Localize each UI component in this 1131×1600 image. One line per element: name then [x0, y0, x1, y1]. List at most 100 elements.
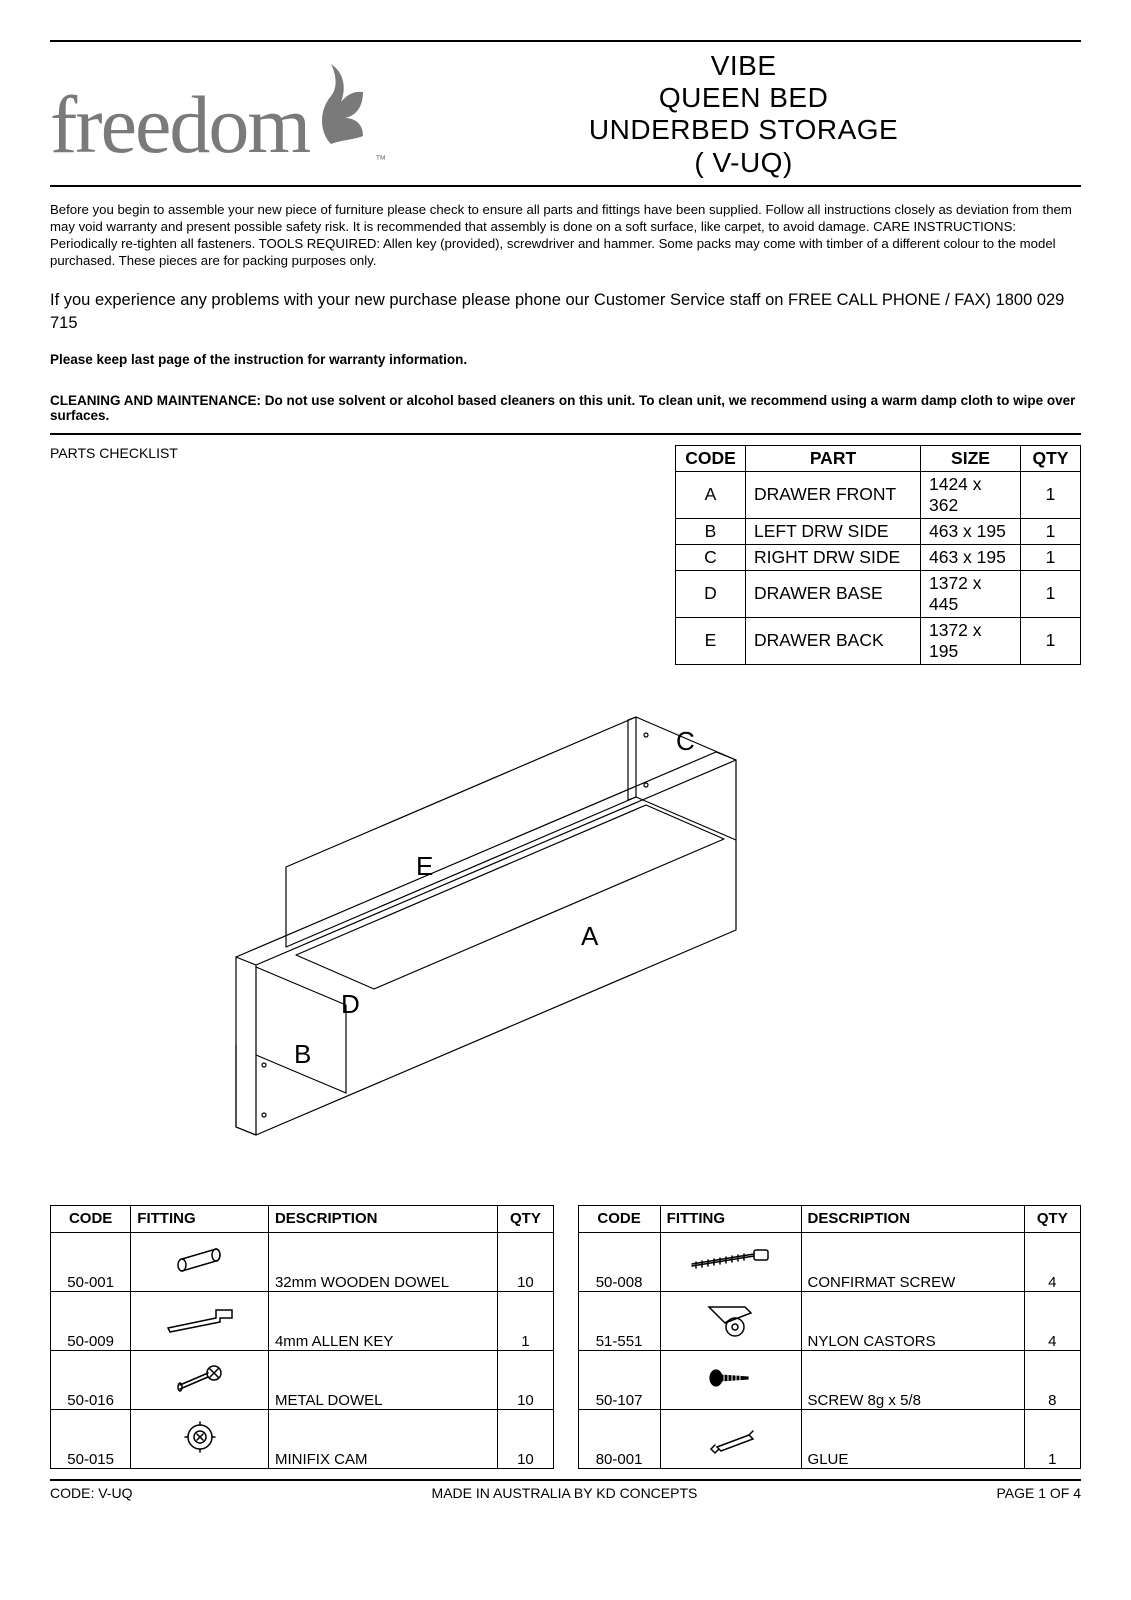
dowel-icon: [131, 1232, 269, 1291]
parts-size: 463 x 195: [920, 544, 1020, 570]
table-row: 50-009 4mm ALLEN KEY1: [51, 1291, 554, 1350]
fitting-desc: METAL DOWEL: [268, 1350, 497, 1409]
parts-code: B: [675, 518, 745, 544]
parts-part: LEFT DRW SIDE: [745, 518, 920, 544]
section-rule: [50, 433, 1081, 435]
header-rule: [50, 185, 1081, 187]
footer-page: PAGE 1 OF 4: [996, 1485, 1081, 1501]
customer-service-text: If you experience any problems with your…: [50, 289, 1081, 334]
fit-th-fitting: FITTING: [660, 1205, 801, 1232]
warranty-note: Please keep last page of the instruction…: [50, 352, 1081, 367]
fitting-desc: CONFIRMAT SCREW: [801, 1232, 1024, 1291]
cleaning-text: CLEANING AND MAINTENANCE: Do not use sol…: [50, 393, 1081, 423]
table-row: ADRAWER FRONT1424 x 3621: [675, 471, 1080, 518]
diagram-label-c: C: [676, 726, 695, 756]
parts-code: D: [675, 570, 745, 617]
fitting-code: 50-107: [578, 1350, 660, 1409]
fit-th-qty: QTY: [498, 1205, 553, 1232]
fitting-desc: 32mm WOODEN DOWEL: [268, 1232, 497, 1291]
fittings-table-right: CODE FITTING DESCRIPTION QTY 50-008 CONFI…: [578, 1205, 1082, 1469]
diagram-label-b: B: [294, 1039, 311, 1069]
fittings-header-row: CODE FITTING DESCRIPTION QTY: [51, 1205, 554, 1232]
parts-qty: 1: [1020, 544, 1080, 570]
parts-code: C: [675, 544, 745, 570]
footer: CODE: V-UQ MADE IN AUSTRALIA BY KD CONCE…: [50, 1485, 1081, 1501]
metaldowel-icon: [131, 1350, 269, 1409]
parts-size: 1424 x 362: [920, 471, 1020, 518]
footer-code: CODE: V-UQ: [50, 1485, 132, 1501]
logo-leaf-icon: [313, 62, 373, 152]
footer-made-in: MADE IN AUSTRALIA BY KD CONCEPTS: [432, 1485, 698, 1501]
parts-checklist-row: PARTS CHECKLIST CODE PART SIZE QTY ADRAW…: [50, 445, 1081, 665]
fittings-table-left: CODE FITTING DESCRIPTION QTY 50-001 32mm …: [50, 1205, 554, 1469]
table-row: 50-015MINIFIX CAM10: [51, 1409, 554, 1468]
intro-text: Before you begin to assemble your new pi…: [50, 201, 1081, 270]
fitting-code: 50-009: [51, 1291, 131, 1350]
drawer-diagram-svg: C E A D B: [176, 705, 956, 1155]
fitting-desc: MINIFIX CAM: [268, 1409, 497, 1468]
parts-table: CODE PART SIZE QTY ADRAWER FRONT1424 x 3…: [675, 445, 1081, 665]
fitting-code: 50-001: [51, 1232, 131, 1291]
exploded-diagram: C E A D B: [50, 705, 1081, 1155]
parts-th-qty: QTY: [1020, 445, 1080, 471]
fitting-code: 50-015: [51, 1409, 131, 1468]
fitting-desc: GLUE: [801, 1409, 1024, 1468]
parts-qty: 1: [1020, 518, 1080, 544]
confirmat-icon: [660, 1232, 801, 1291]
top-rule: [50, 40, 1081, 42]
table-row: DDRAWER BASE1372 x 4451: [675, 570, 1080, 617]
parts-checklist-label: PARTS CHECKLIST: [50, 445, 178, 461]
cam-icon: [131, 1409, 269, 1468]
fitting-desc: SCREW 8g x 5/8: [801, 1350, 1024, 1409]
logo-text: freedom: [50, 84, 309, 166]
title-line-2: QUEEN BED: [406, 82, 1081, 114]
fitting-qty: 8: [1024, 1350, 1080, 1409]
parts-code: E: [675, 617, 745, 664]
castor-icon: [660, 1291, 801, 1350]
fitting-qty: 4: [1024, 1232, 1080, 1291]
title-line-4: ( V-UQ): [406, 147, 1081, 179]
table-row: 51-551 NYLON CASTORS4: [578, 1291, 1081, 1350]
fit-th-desc: DESCRIPTION: [801, 1205, 1024, 1232]
fitting-code: 80-001: [578, 1409, 660, 1468]
parts-part: RIGHT DRW SIDE: [745, 544, 920, 570]
parts-part: DRAWER BACK: [745, 617, 920, 664]
fitting-code: 51-551: [578, 1291, 660, 1350]
trademark: ™: [375, 154, 386, 166]
fitting-desc: 4mm ALLEN KEY: [268, 1291, 497, 1350]
table-row: EDRAWER BACK1372 x 1951: [675, 617, 1080, 664]
header: freedom ™ VIBE QUEEN BED UNDERBED STORAG…: [50, 50, 1081, 179]
table-row: 50-008 CONFIRMAT SCREW4: [578, 1232, 1081, 1291]
title-line-1: VIBE: [406, 50, 1081, 82]
diagram-label-d: D: [341, 989, 360, 1019]
product-title: VIBE QUEEN BED UNDERBED STORAGE ( V-UQ): [406, 50, 1081, 179]
fit-th-code: CODE: [578, 1205, 660, 1232]
fit-th-fitting: FITTING: [131, 1205, 269, 1232]
fitting-code: 50-016: [51, 1350, 131, 1409]
fit-th-desc: DESCRIPTION: [268, 1205, 497, 1232]
parts-size: 1372 x 445: [920, 570, 1020, 617]
fitting-code: 50-008: [578, 1232, 660, 1291]
fit-th-qty: QTY: [1024, 1205, 1080, 1232]
fittings-tables: CODE FITTING DESCRIPTION QTY 50-001 32mm …: [50, 1205, 1081, 1469]
table-row: BLEFT DRW SIDE463 x 1951: [675, 518, 1080, 544]
table-row: 50-016 METAL DOWEL10: [51, 1350, 554, 1409]
parts-qty: 1: [1020, 617, 1080, 664]
fitting-qty: 10: [498, 1232, 553, 1291]
fitting-qty: 1: [498, 1291, 553, 1350]
page: freedom ™ VIBE QUEEN BED UNDERBED STORAG…: [0, 0, 1131, 1531]
fitting-qty: 1: [1024, 1409, 1080, 1468]
fitting-qty: 4: [1024, 1291, 1080, 1350]
parts-table-header-row: CODE PART SIZE QTY: [675, 445, 1080, 471]
title-line-3: UNDERBED STORAGE: [406, 114, 1081, 146]
diagram-label-a: A: [581, 921, 599, 951]
table-row: CRIGHT DRW SIDE463 x 1951: [675, 544, 1080, 570]
fitting-qty: 10: [498, 1350, 553, 1409]
parts-size: 463 x 195: [920, 518, 1020, 544]
diagram-label-e: E: [416, 851, 433, 881]
fitting-desc: NYLON CASTORS: [801, 1291, 1024, 1350]
logo: freedom ™: [50, 62, 386, 166]
parts-code: A: [675, 471, 745, 518]
fittings-header-row: CODE FITTING DESCRIPTION QTY: [578, 1205, 1081, 1232]
screw-icon: [660, 1350, 801, 1409]
